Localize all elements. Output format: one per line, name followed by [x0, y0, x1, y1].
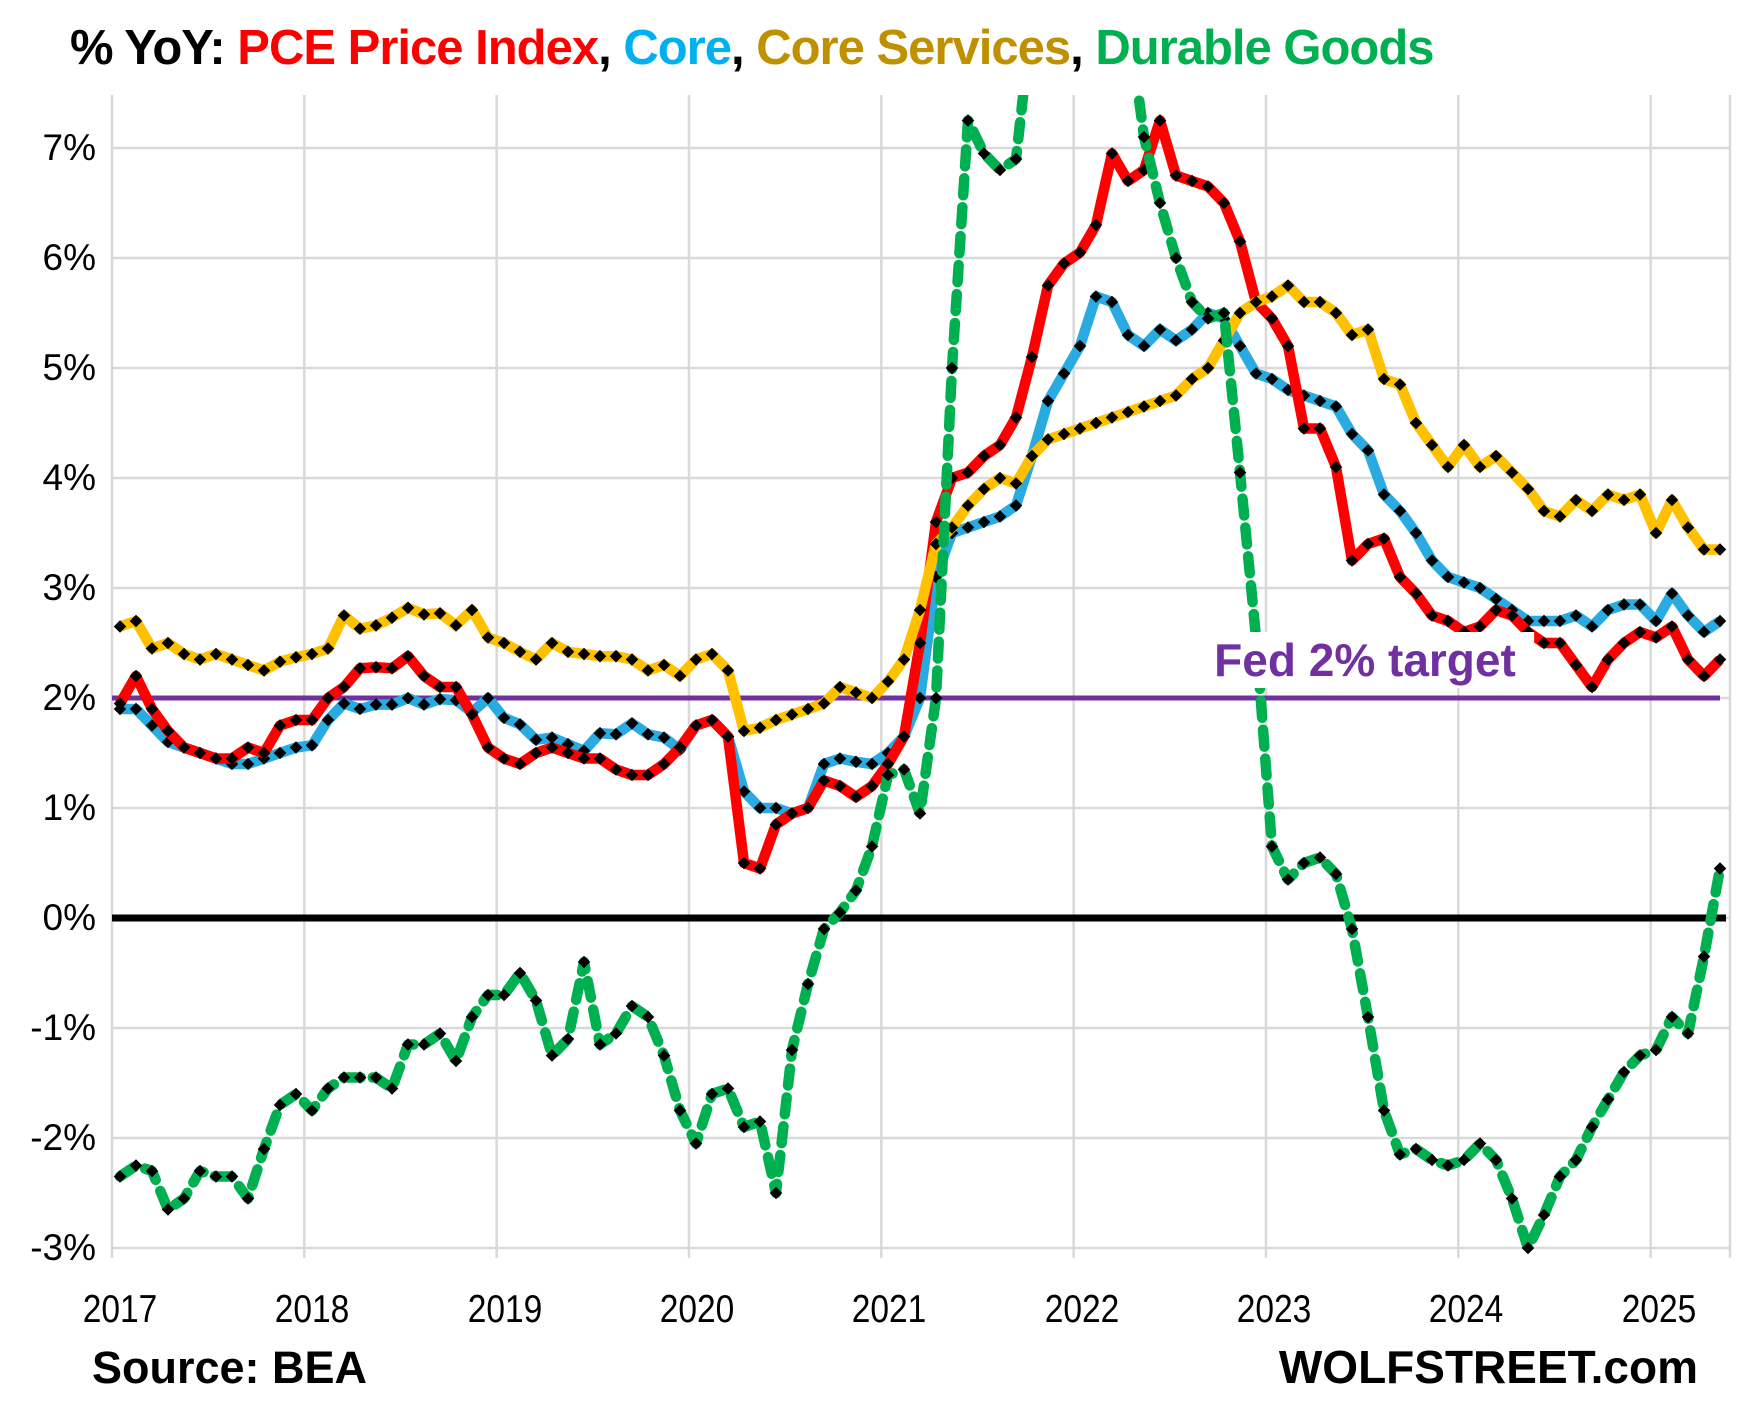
y-axis-tick-label: 4%: [42, 457, 96, 498]
brand-label: WOLFSTREET.com: [1278, 1341, 1698, 1393]
source-label: Source: BEA: [92, 1342, 368, 1393]
x-axis-tick-label: 2021: [852, 1288, 927, 1331]
data-point-markers: [113, 290, 1727, 820]
chart-title-segment: % YoY:: [70, 21, 238, 75]
series-durable-goods: [113, 95, 1727, 1255]
chart-title-segment: ,: [598, 21, 624, 75]
chart-title-segment: ,: [730, 21, 757, 75]
y-axis-tick-label: 5%: [42, 347, 96, 388]
chart-title-segment: ,: [1070, 21, 1096, 75]
y-axis-tick-label: -2%: [30, 1117, 96, 1158]
x-axis-tick-label: 2023: [1236, 1288, 1312, 1331]
y-axis-tick-label: 3%: [42, 567, 96, 608]
y-axis-tick-label: -1%: [30, 1007, 96, 1048]
chart-title-segment: PCE Price Index: [237, 21, 599, 75]
x-axis-tick-label: 2025: [1621, 1288, 1696, 1331]
fed-target-annotation: Fed 2% target: [1196, 632, 1534, 688]
series-core-services: [113, 279, 1727, 738]
y-axis-tick-label: -3%: [30, 1227, 96, 1268]
series-core: [113, 290, 1727, 820]
x-axis-tick-label: 2019: [467, 1288, 542, 1331]
chart-title-segment: Core Services: [756, 21, 1071, 75]
x-axis-tick-label: 2024: [1428, 1288, 1504, 1331]
y-axis-tick-label: 7%: [42, 127, 96, 168]
chart-title: % YoY: PCE Price Index, Core, Core Servi…: [70, 20, 1435, 76]
chart-title-segment: Core: [623, 21, 732, 75]
chart-title-segment: Durable Goods: [1095, 21, 1434, 75]
y-axis-tick-label: 1%: [42, 787, 96, 828]
x-axis-tick-label: 2017: [82, 1288, 158, 1331]
x-axis-tick-label: 2018: [275, 1288, 350, 1331]
series-pce-price-index: [113, 114, 1727, 875]
y-axis-tick-label: 2%: [42, 677, 96, 718]
y-axis-tick-label: 6%: [42, 237, 96, 278]
data-point-markers: [113, 114, 1727, 875]
x-axis-tick-label: 2022: [1044, 1288, 1119, 1331]
x-axis-tick-label: 2020: [659, 1288, 735, 1331]
y-axis-tick-label: 0%: [42, 897, 96, 938]
